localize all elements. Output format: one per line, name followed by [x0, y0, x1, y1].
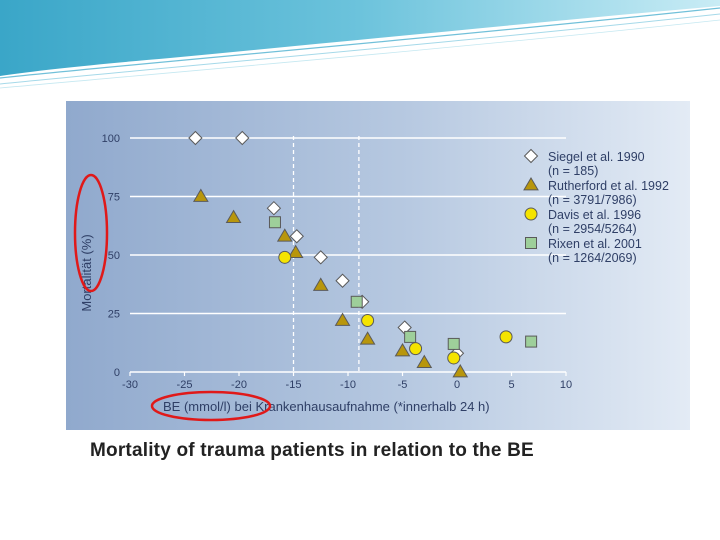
data-point-square [447, 337, 460, 350]
legend: Siegel et al. 1990(n = 185)Rutherford et… [523, 148, 669, 265]
data-point-diamond [313, 250, 328, 265]
data-point-triangle [416, 354, 433, 369]
y-tick-labels: 0 25 50 75 100 [102, 133, 120, 379]
chart-panel: 0 25 50 75 100 -30 -25 -20 -15 -10 -5 0 5 10 Mortali… [66, 101, 690, 430]
data-point-triangle [192, 188, 209, 202]
x-tick-label: 0 [454, 379, 460, 391]
y-tick-label: 25 [108, 309, 120, 321]
data-point-triangle [452, 364, 469, 378]
data-point-circle [447, 351, 461, 365]
data-point-diamond [266, 200, 282, 216]
legend-note: (n = 1264/2069) [548, 251, 637, 265]
data-point-triangle [225, 209, 242, 223]
legend-note: (n = 3791/7986) [548, 193, 637, 207]
data-point-triangle [287, 244, 304, 259]
data-point-circle [499, 330, 513, 344]
x-tick-label: -25 [177, 379, 193, 391]
y-tick-label: 75 [108, 192, 120, 204]
data-point-triangle [312, 277, 329, 291]
data-point-diamond [289, 229, 304, 244]
data-point-circle [409, 342, 423, 356]
x-axis-label-highlight [150, 390, 272, 422]
x-tick-label: -30 [122, 379, 138, 391]
x-tick-label: -20 [231, 379, 247, 391]
legend-label: Rixen et al. 2001 [548, 237, 642, 251]
data-point-diamond [235, 130, 250, 146]
legend-marker-circle [524, 207, 538, 221]
chart-background [66, 101, 690, 430]
y-tick-label: 0 [114, 367, 120, 379]
caption-area: Mortality of trauma patients in relation… [66, 430, 690, 464]
x-tick-label: 10 [560, 379, 572, 391]
reference-dashed-lines [292, 136, 360, 372]
data-point-circle [278, 250, 292, 264]
x-tick-label: -10 [340, 379, 356, 391]
data-point-diamond [188, 130, 203, 146]
data-point-circle [361, 314, 375, 328]
data-point-square [525, 335, 538, 348]
data-point-triangle [334, 312, 351, 326]
slide-caption: Mortality of trauma patients in relation… [90, 440, 534, 461]
data-point-square [268, 216, 281, 229]
data-point-triangle [276, 228, 293, 242]
data-point-square [404, 330, 417, 343]
legend-marker-triangle [523, 177, 539, 191]
x-tick-label: -15 [286, 379, 302, 391]
legend-marker-diamond [523, 148, 539, 164]
y-axis-label: Mortalität (%) [79, 234, 94, 311]
data-point-triangle [359, 331, 376, 345]
data-point-triangle [394, 342, 411, 357]
data-point-diamond [335, 273, 350, 288]
legend-note: (n = 185) [548, 164, 598, 178]
legend-label: Siegel et al. 1990 [548, 150, 645, 164]
legend-note: (n = 2954/5264) [548, 222, 637, 236]
y-axis-label-highlight [73, 173, 109, 293]
x-axis-label: BE (mmol/l) bei Krankenhausaufnahme (*in… [163, 399, 490, 414]
legend-label: Davis et al. 1996 [548, 208, 641, 222]
x-tick-label: 5 [508, 379, 514, 391]
legend-marker-square [525, 237, 537, 249]
slide-header-decoration [0, 0, 720, 89]
y-tick-label: 100 [102, 133, 120, 145]
legend-label: Rutherford et al. 1992 [548, 179, 669, 193]
x-tick-labels: -30 -25 -20 -15 -10 -5 0 5 10 [122, 372, 572, 391]
data-points [188, 130, 538, 378]
data-point-square [350, 295, 363, 308]
y-tick-label: 50 [108, 250, 120, 262]
x-tick-label: -5 [398, 379, 408, 391]
